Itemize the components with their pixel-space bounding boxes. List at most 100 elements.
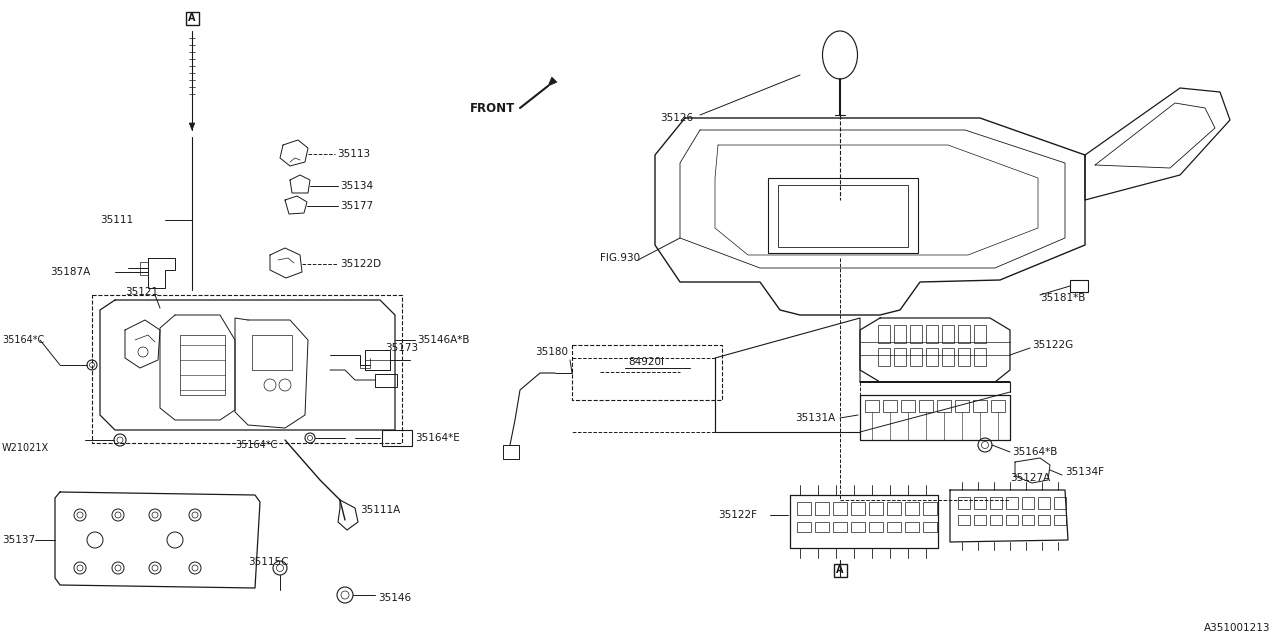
Bar [1021, 497, 1034, 509]
Polygon shape [189, 123, 195, 130]
Text: 35177: 35177 [340, 201, 374, 211]
Bar [878, 325, 890, 343]
Bar [887, 502, 901, 515]
Bar [180, 335, 225, 395]
Bar [955, 400, 969, 412]
Bar [365, 360, 390, 370]
Text: 35146A*B: 35146A*B [417, 335, 470, 345]
Text: 35111A: 35111A [360, 505, 401, 515]
Polygon shape [548, 77, 557, 86]
Bar [375, 374, 397, 387]
Bar [893, 325, 906, 343]
Bar [893, 348, 906, 366]
Bar [768, 178, 918, 253]
Text: 35181*B: 35181*B [1039, 293, 1085, 303]
Bar [572, 345, 722, 400]
Text: 35121: 35121 [125, 287, 159, 297]
Bar [989, 515, 1002, 525]
Bar [1038, 497, 1050, 509]
Text: A: A [836, 565, 844, 575]
Bar [365, 350, 390, 370]
Bar [883, 400, 897, 412]
Bar [797, 502, 812, 515]
Bar [942, 348, 954, 366]
Text: 35134F: 35134F [1065, 467, 1103, 477]
Text: 35187A: 35187A [50, 267, 91, 277]
Text: FRONT: FRONT [470, 102, 516, 115]
Bar [778, 185, 908, 247]
Bar [815, 522, 829, 532]
Text: 35164*B: 35164*B [1012, 447, 1057, 457]
Bar [878, 348, 890, 366]
Text: 35134: 35134 [340, 181, 374, 191]
Text: A: A [188, 13, 196, 23]
Text: 35146: 35146 [378, 593, 411, 603]
Text: 35115C: 35115C [248, 557, 288, 567]
Bar [833, 502, 847, 515]
Bar [973, 400, 987, 412]
Bar [991, 400, 1005, 412]
Bar [957, 497, 970, 509]
Bar [1006, 515, 1018, 525]
Text: 35127A: 35127A [1010, 473, 1051, 483]
Text: 35113: 35113 [337, 149, 370, 159]
Bar [797, 522, 812, 532]
Text: 35126: 35126 [660, 113, 694, 123]
Text: FIG.930: FIG.930 [600, 253, 640, 263]
Bar [957, 325, 970, 343]
Bar [974, 515, 986, 525]
Text: 35164*C: 35164*C [236, 440, 278, 450]
Bar [1021, 515, 1034, 525]
Bar [989, 497, 1002, 509]
Bar [1038, 515, 1050, 525]
Bar [503, 445, 518, 459]
Bar [833, 522, 847, 532]
Text: 35173: 35173 [385, 343, 419, 353]
Bar [1053, 497, 1066, 509]
Bar [887, 522, 901, 532]
Text: 35164*C: 35164*C [3, 335, 45, 345]
Bar [919, 400, 933, 412]
Text: W21021X: W21021X [3, 443, 49, 453]
Text: 35122D: 35122D [340, 259, 381, 269]
Bar [974, 348, 986, 366]
Bar [381, 430, 412, 446]
Text: 35180: 35180 [535, 347, 568, 357]
Text: 35131A: 35131A [795, 413, 836, 423]
Bar [1053, 515, 1066, 525]
Text: 35164*E: 35164*E [415, 433, 460, 443]
Bar [925, 348, 938, 366]
Bar [910, 325, 922, 343]
Text: 35122G: 35122G [1032, 340, 1073, 350]
Bar [851, 502, 865, 515]
Text: A351001213: A351001213 [1203, 623, 1270, 633]
Bar [905, 502, 919, 515]
Bar [92, 295, 402, 443]
Bar [957, 515, 970, 525]
Bar [923, 502, 937, 515]
Bar [186, 12, 198, 24]
Bar [869, 522, 883, 532]
Bar [942, 325, 954, 343]
Bar [815, 502, 829, 515]
Text: 35122F: 35122F [718, 510, 756, 520]
Bar [923, 522, 937, 532]
Bar [1006, 497, 1018, 509]
Bar [905, 522, 919, 532]
Bar [957, 348, 970, 366]
Bar [851, 522, 865, 532]
Bar [833, 563, 846, 577]
Text: 35111: 35111 [100, 215, 133, 225]
Bar [974, 497, 986, 509]
Bar [937, 400, 951, 412]
Bar [252, 335, 292, 370]
Bar [974, 325, 986, 343]
Bar [901, 400, 915, 412]
Bar [865, 400, 879, 412]
Text: 35137: 35137 [3, 535, 35, 545]
Bar [925, 325, 938, 343]
Bar [869, 502, 883, 515]
Bar [910, 348, 922, 366]
Bar [1070, 280, 1088, 292]
Text: 84920I: 84920I [628, 357, 664, 367]
